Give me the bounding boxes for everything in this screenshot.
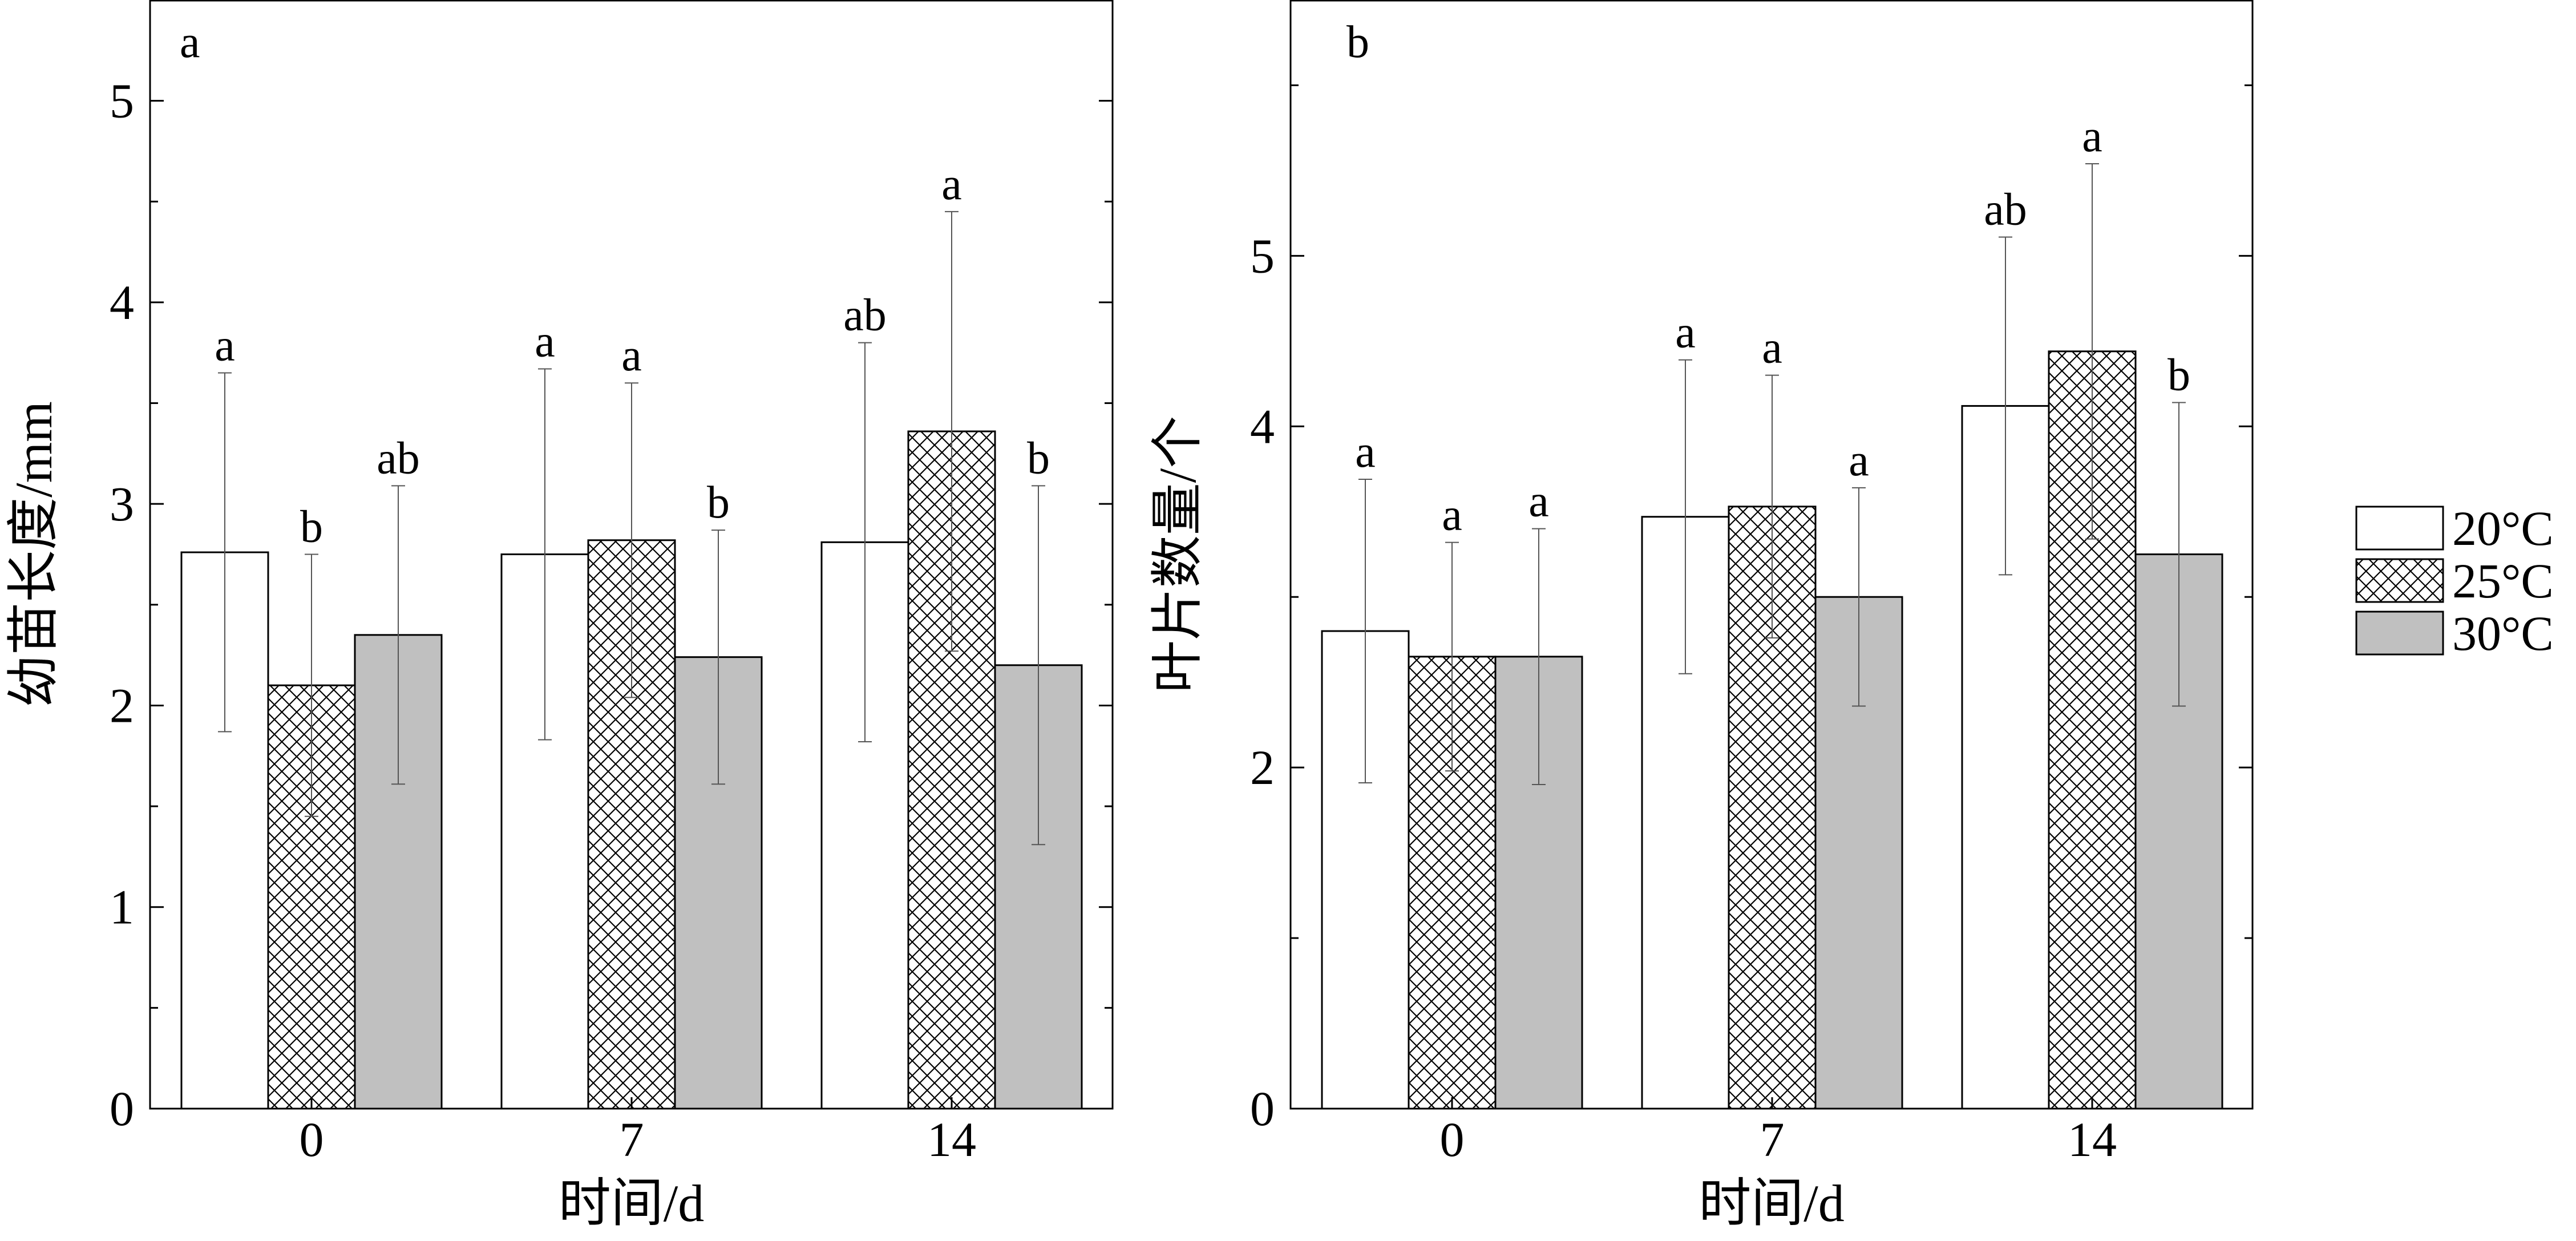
y-tick-label: 1 <box>110 880 134 935</box>
significance-letter: b <box>707 478 730 528</box>
x-tick-label: 0 <box>1440 1112 1465 1167</box>
significance-letter: b <box>1027 433 1050 483</box>
significance-letter: ab <box>377 433 420 483</box>
y-tick-label: 0 <box>110 1081 134 1136</box>
bar <box>674 656 763 1110</box>
legend-label: 30°C <box>2452 606 2554 661</box>
x-tick-label: 0 <box>300 1112 324 1167</box>
y-tick-label: 2 <box>110 678 134 733</box>
y-tick-label: 3 <box>110 476 134 531</box>
significance-letter: ab <box>1984 185 2027 235</box>
y-tick-label: 2 <box>1250 740 1275 795</box>
significance-letter: a <box>1849 435 1869 486</box>
significance-letter: a <box>1528 476 1549 527</box>
significance-letter: a <box>535 316 555 366</box>
x-tick-label: 14 <box>927 1112 976 1167</box>
y-tick-label: 0 <box>1250 1081 1275 1136</box>
significance-letter: b <box>300 502 323 552</box>
x-tick-label: 14 <box>2068 1112 2117 1167</box>
legend-swatch <box>2355 611 2444 656</box>
significance-letter: a <box>1355 427 1376 477</box>
legend-label: 25°C <box>2452 553 2554 608</box>
y-tick-label: 4 <box>1250 399 1275 454</box>
legend-label: 20°C <box>2452 501 2554 556</box>
significance-letter: a <box>1675 308 1696 358</box>
panel-label: a <box>180 17 200 67</box>
x-axis-title: 时间/d <box>559 1174 705 1232</box>
significance-letter: b <box>2167 350 2190 400</box>
x-tick-label: 7 <box>620 1112 644 1167</box>
y-tick-label: 5 <box>1250 228 1275 283</box>
significance-letter: ab <box>843 290 887 341</box>
x-tick-label: 7 <box>1760 1112 1785 1167</box>
y-tick-label: 5 <box>110 74 134 128</box>
x-axis-title: 时间/d <box>1699 1174 1845 1232</box>
panel-label: b <box>1346 17 1369 67</box>
legend-swatch <box>2355 558 2444 603</box>
y-axis-title: 叶片数量/个 <box>1149 416 1207 693</box>
significance-letter: a <box>215 321 235 371</box>
legend: 20°C25°C30°C <box>2355 501 2554 661</box>
significance-letter: a <box>1442 490 1462 540</box>
significance-letter: a <box>1762 323 1782 373</box>
significance-letter: a <box>621 330 642 381</box>
significance-letter: a <box>2082 111 2102 161</box>
significance-letter: a <box>941 159 962 209</box>
y-tick-label: 4 <box>110 275 134 330</box>
legend-swatch <box>2355 506 2444 551</box>
y-axis-title: 幼苗长度/mm <box>5 401 63 708</box>
